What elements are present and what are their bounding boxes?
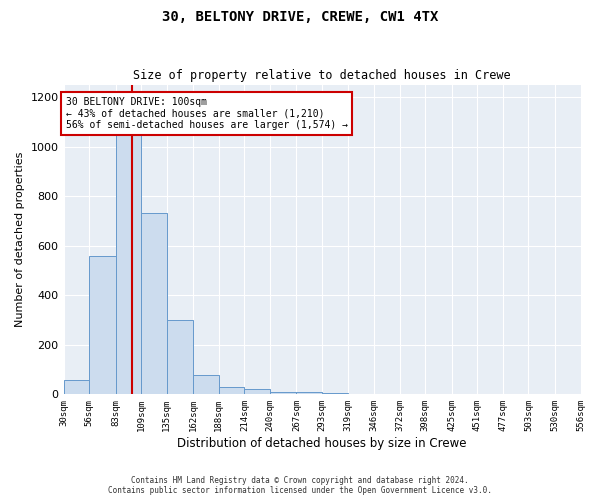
- Y-axis label: Number of detached properties: Number of detached properties: [15, 152, 25, 327]
- Text: 30, BELTONY DRIVE, CREWE, CW1 4TX: 30, BELTONY DRIVE, CREWE, CW1 4TX: [162, 10, 438, 24]
- Bar: [167, 320, 193, 394]
- Bar: [322, 393, 347, 394]
- Bar: [64, 380, 89, 394]
- Bar: [296, 392, 322, 394]
- Bar: [116, 129, 141, 394]
- X-axis label: Distribution of detached houses by size in Crewe: Distribution of detached houses by size …: [177, 437, 467, 450]
- Bar: [219, 387, 244, 394]
- Bar: [244, 390, 270, 394]
- Bar: [193, 374, 219, 394]
- Text: 30 BELTONY DRIVE: 100sqm
← 43% of detached houses are smaller (1,210)
56% of sem: 30 BELTONY DRIVE: 100sqm ← 43% of detach…: [65, 97, 347, 130]
- Title: Size of property relative to detached houses in Crewe: Size of property relative to detached ho…: [133, 69, 511, 82]
- Text: Contains HM Land Registry data © Crown copyright and database right 2024.
Contai: Contains HM Land Registry data © Crown c…: [108, 476, 492, 495]
- Bar: [89, 256, 116, 394]
- Bar: [270, 392, 296, 394]
- Bar: [141, 214, 167, 394]
